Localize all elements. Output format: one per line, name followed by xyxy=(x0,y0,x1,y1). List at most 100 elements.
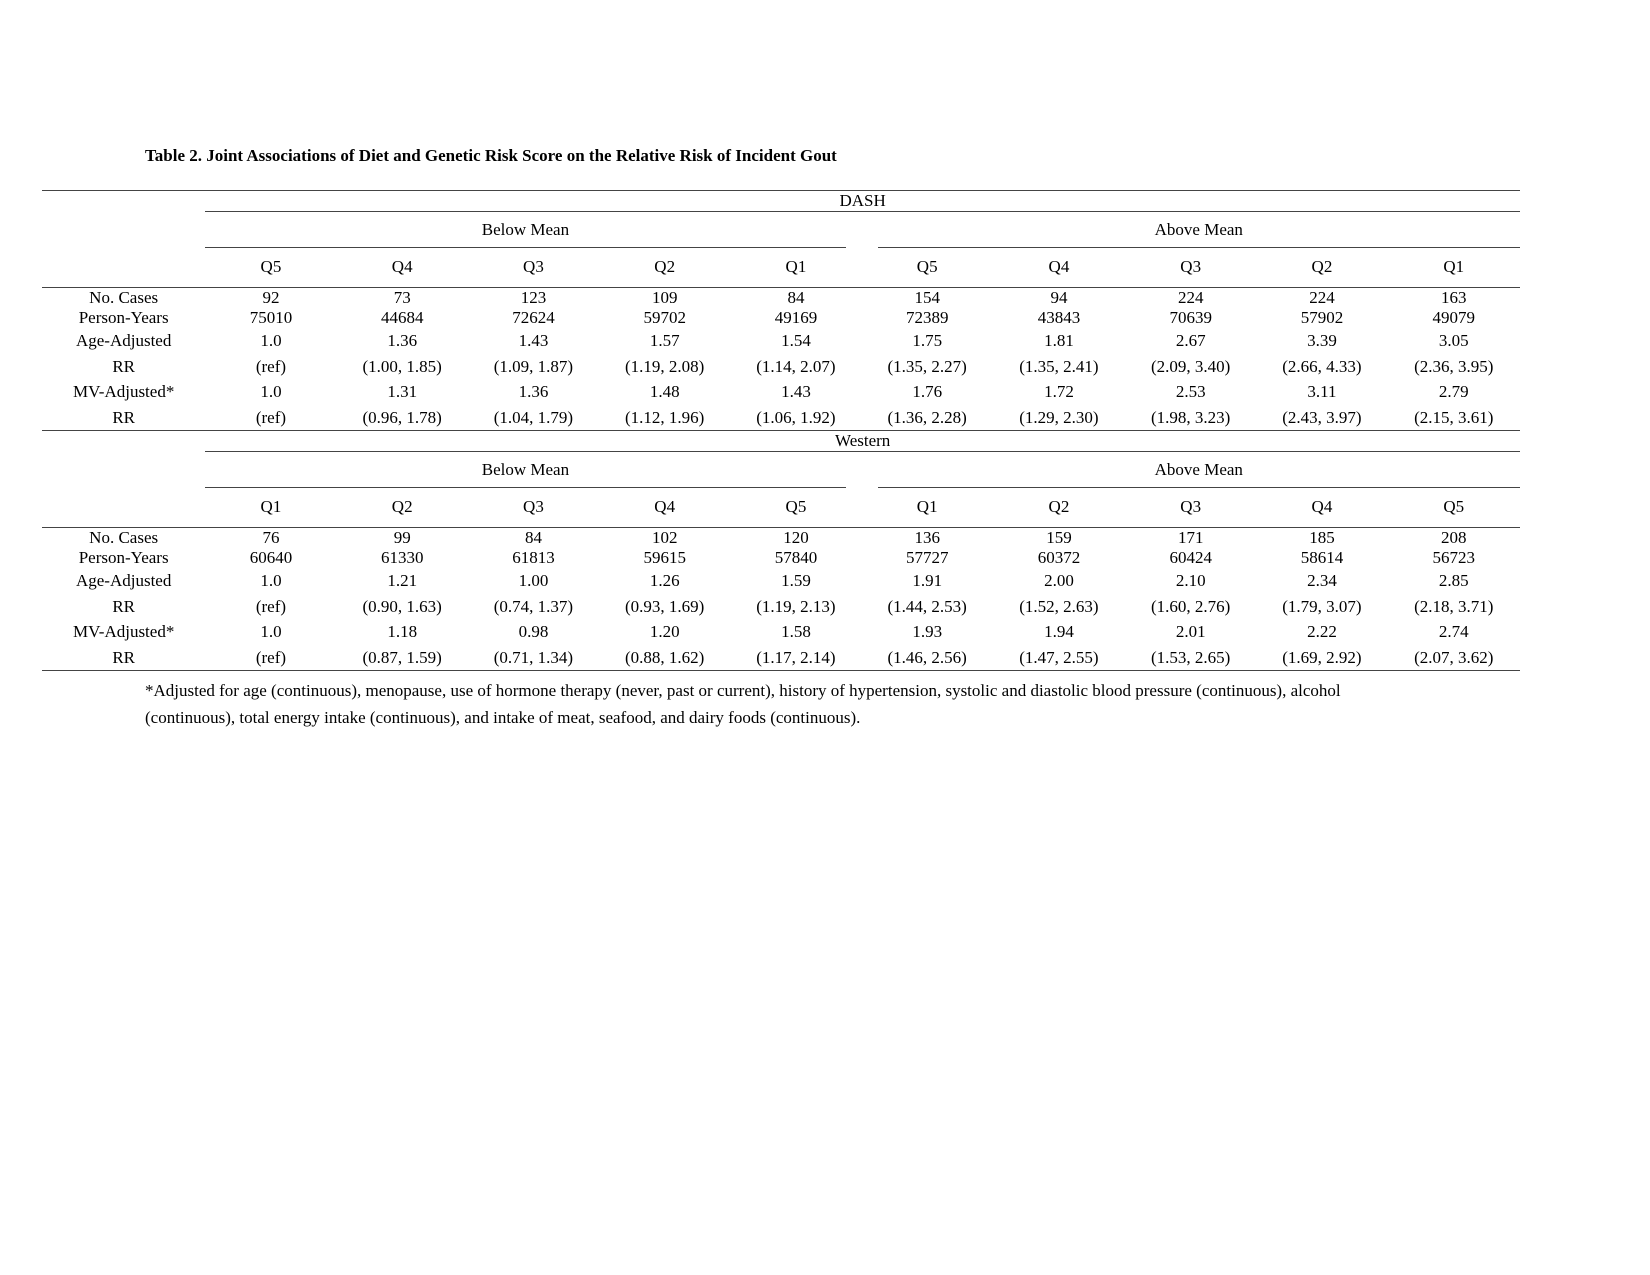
cell-mv-rr: 0.98 (0.71, 1.34) xyxy=(467,619,600,672)
rr-value: 1.21 xyxy=(387,571,418,591)
rr-value: 1.93 xyxy=(912,622,943,642)
cell-person-years: 61330 xyxy=(380,548,424,568)
table-title: Table 2. Joint Associations of Diet and … xyxy=(145,146,837,165)
cell-age-rr: 1.00 (0.74, 1.37) xyxy=(468,568,599,619)
table-row-mv-adjusted-rr: MV-Adjusted* RR 1.0 (ref) 1.18 (0.87, 1.59… xyxy=(42,619,1520,672)
quintile-header: Q3 xyxy=(467,248,600,289)
rr-value: 2.74 xyxy=(1438,622,1469,642)
cell-person-years: 72389 xyxy=(905,308,949,328)
quintile-header: Q4 xyxy=(1256,488,1388,529)
group-header-label: Below Mean xyxy=(205,212,846,249)
table-row-age-adjusted-rr: Age-Adjusted RR 1.0 (ref) 1.21 (0.90, 1.63… xyxy=(42,568,1520,619)
rr-ci: (0.74, 1.37) xyxy=(493,596,574,616)
cell-person-years: 58614 xyxy=(1300,548,1344,568)
rr-value: 2.10 xyxy=(1175,571,1206,591)
cell-age-rr: 1.81 (1.35, 2.41) xyxy=(993,328,1125,379)
rr-value: 1.0 xyxy=(260,331,282,351)
rr-ci: (1.35, 2.27) xyxy=(887,356,967,376)
rr-ci: (2.66, 4.33) xyxy=(1282,356,1362,376)
cell-cases: 102 xyxy=(651,528,678,548)
rr-ci: (1.09, 1.87) xyxy=(493,356,574,376)
cell-age-rr: 2.67 (2.09, 3.40) xyxy=(1125,328,1256,379)
row-label-age-adjusted-rr: Age-Adjusted RR xyxy=(42,568,205,619)
cell-age-rr: 1.36 (1.00, 1.85) xyxy=(337,328,468,379)
table-row-cases: No. Cases 76 99 84 102 120 136 159 171 1… xyxy=(42,528,1520,549)
rr-ci: (ref) xyxy=(255,596,287,616)
group-header-label: Above Mean xyxy=(877,212,1520,249)
row-label-line: MV-Adjusted* xyxy=(72,382,175,402)
rr-ci: (1.52, 2.63) xyxy=(1019,596,1099,616)
rr-ci: (1.17, 2.14) xyxy=(756,647,836,667)
row-label-line: RR xyxy=(112,407,135,427)
cell-person-years: 60424 xyxy=(1169,548,1212,568)
table-row-cases: No. Cases 92 73 123 109 84 154 94 224 22… xyxy=(42,288,1520,309)
rr-ci: (1.79, 3.07) xyxy=(1282,596,1362,616)
cell-cases: 84 xyxy=(524,528,542,548)
stub-spacer xyxy=(42,248,206,289)
rr-value: 1.81 xyxy=(1044,331,1074,351)
rr-ci: (1.29, 2.30) xyxy=(1019,407,1099,427)
rr-ci: (1.00, 1.85) xyxy=(362,356,442,376)
rr-ci: (1.35, 2.41) xyxy=(1019,356,1099,376)
row-label-no-cases: No. Cases xyxy=(89,288,159,308)
rr-ci: (1.19, 2.13) xyxy=(756,596,836,616)
stub-spacer xyxy=(42,212,205,249)
row-label-age-adjusted-rr: Age-Adjusted RR xyxy=(42,328,205,379)
rr-value: 2.79 xyxy=(1438,382,1469,402)
cell-person-years: 43843 xyxy=(1037,308,1081,328)
rr-value: 1.54 xyxy=(781,331,811,351)
cell-age-rr: 1.59 (1.19, 2.13) xyxy=(730,568,861,619)
rr-value: 1.31 xyxy=(387,382,418,402)
row-label-person-years: Person-Years xyxy=(78,308,169,328)
cell-person-years: 70639 xyxy=(1169,308,1212,328)
group-header-below-mean: Below Mean xyxy=(205,212,861,249)
cell-cases: 123 xyxy=(520,288,547,308)
quintile-header: Q5 xyxy=(861,248,993,289)
quintile-header: Q4 xyxy=(599,488,731,529)
cell-person-years: 59702 xyxy=(643,308,686,328)
rr-value: 0.98 xyxy=(518,622,549,642)
quintile-header-row: Q1 Q2 Q3 Q4 Q5 Q1 Q2 Q3 Q4 Q5 xyxy=(42,488,1520,529)
rr-value: 1.72 xyxy=(1044,382,1074,402)
rr-ci: (2.43, 3.97) xyxy=(1282,407,1362,427)
rr-ci: (1.36, 2.28) xyxy=(887,407,967,427)
cell-mv-rr: 3.11 (2.43, 3.97) xyxy=(1256,379,1388,432)
section-title-row: Western xyxy=(42,430,1520,453)
cell-person-years: 60372 xyxy=(1037,548,1081,568)
cell-cases: 224 xyxy=(1177,288,1204,308)
row-label-line: Age-Adjusted xyxy=(75,571,172,591)
rr-value: 1.76 xyxy=(912,382,943,402)
rr-value: 2.53 xyxy=(1175,382,1206,402)
section-title-row: DASH xyxy=(42,190,1520,213)
results-table: DASH Below Mean Above Mean Q5 Q4 Q3 Q2 Q… xyxy=(42,190,1520,672)
cell-person-years: 49079 xyxy=(1432,308,1476,328)
rr-ci: (1.06, 1.92) xyxy=(756,407,836,427)
group-header-below-mean: Below Mean xyxy=(205,452,861,489)
rr-ci: (1.19, 2.08) xyxy=(625,356,705,376)
quintile-header: Q4 xyxy=(336,248,468,289)
rr-value: 1.18 xyxy=(387,622,418,642)
rr-ci: (0.93, 1.69) xyxy=(625,596,705,616)
rr-ci: (1.98, 3.23) xyxy=(1151,407,1231,427)
group-header-label: Above Mean xyxy=(877,452,1520,489)
rr-ci: (1.46, 2.56) xyxy=(887,647,967,667)
group-header-label: Below Mean xyxy=(205,452,846,489)
stub-spacer xyxy=(42,431,205,452)
cell-age-rr: 1.21 (0.90, 1.63) xyxy=(337,568,468,619)
rr-value: 2.01 xyxy=(1175,622,1206,642)
cell-person-years: 57727 xyxy=(905,548,949,568)
cell-age-rr: 2.00 (1.52, 2.63) xyxy=(993,568,1125,619)
rr-value: 2.00 xyxy=(1044,571,1074,591)
rr-value: 1.36 xyxy=(387,331,418,351)
cell-mv-rr: 2.01 (1.53, 2.65) xyxy=(1125,619,1257,672)
row-label-line: RR xyxy=(112,596,135,616)
row-label-mv-adjusted-rr: MV-Adjusted* RR xyxy=(42,379,206,432)
quintile-header: Q5 xyxy=(1387,488,1520,529)
rr-ci: (ref) xyxy=(255,407,287,427)
rr-ci: (2.36, 3.95) xyxy=(1414,356,1494,376)
cell-cases: 136 xyxy=(914,528,940,548)
row-label-line: Age-Adjusted xyxy=(75,331,172,351)
rr-value: 1.58 xyxy=(781,622,811,642)
rr-value: 1.00 xyxy=(518,571,549,591)
rr-value: 1.43 xyxy=(518,331,549,351)
